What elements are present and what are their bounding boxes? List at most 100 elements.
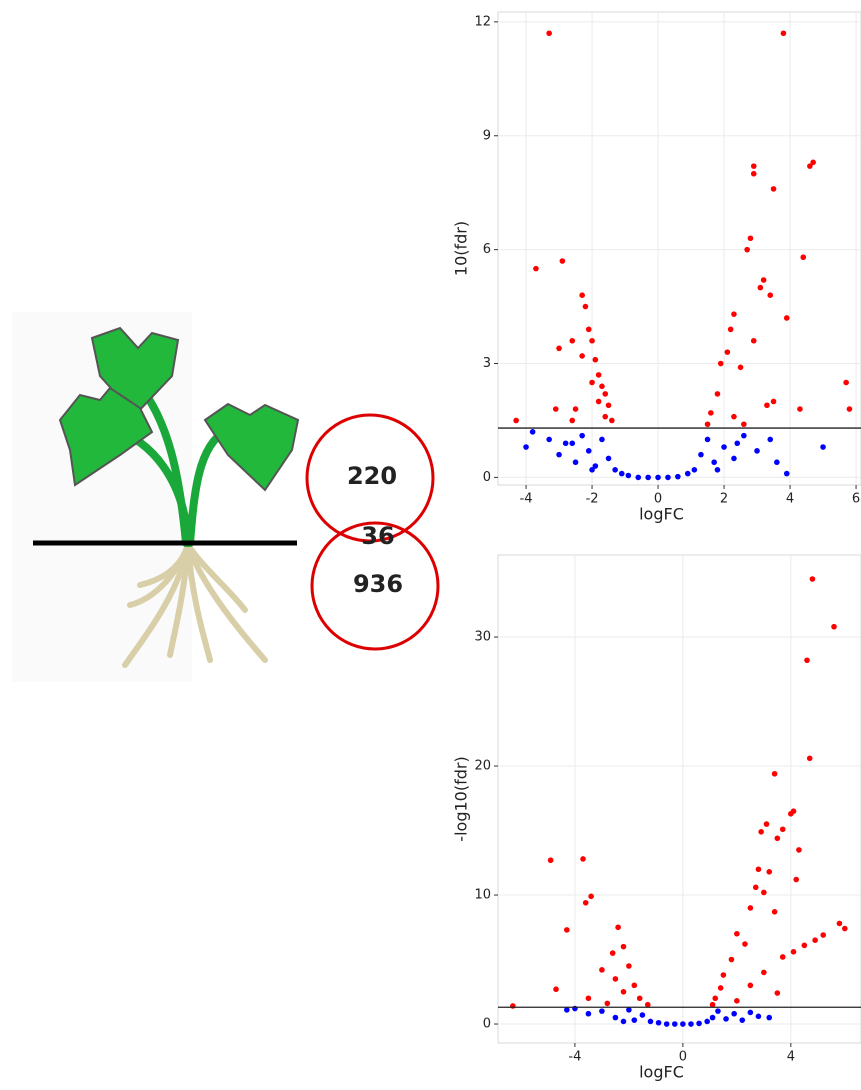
data-point [775, 835, 781, 841]
data-point [723, 1016, 729, 1022]
data-point [767, 437, 773, 443]
data-point [744, 247, 750, 253]
data-point [631, 983, 637, 989]
data-point [610, 950, 616, 956]
data-point [705, 421, 711, 427]
data-point [802, 943, 808, 949]
data-point [731, 1011, 737, 1017]
data-point [599, 437, 605, 443]
data-point [810, 576, 816, 582]
data-point [831, 624, 837, 630]
data-point [739, 1017, 745, 1023]
data-point [772, 909, 778, 915]
data-point [631, 1017, 637, 1023]
data-point [820, 932, 826, 938]
data-point [593, 357, 599, 363]
y-tick-label: 9 [483, 128, 491, 143]
y-tick-label: 3 [483, 356, 491, 371]
data-point [741, 433, 747, 439]
data-point [626, 473, 632, 479]
data-point [589, 338, 595, 344]
data-point [606, 402, 612, 408]
data-point [688, 1021, 694, 1027]
data-point [569, 338, 575, 344]
plot-panel [498, 12, 861, 485]
data-point [675, 474, 681, 480]
data-point [758, 829, 764, 835]
data-point [766, 1015, 772, 1021]
data-point [843, 380, 849, 386]
data-point [579, 353, 585, 359]
data-point [560, 258, 566, 264]
venn-count: 936 [353, 570, 403, 598]
data-point [704, 1019, 710, 1025]
data-point [586, 327, 592, 333]
data-point [664, 1021, 670, 1027]
data-point [613, 976, 619, 982]
data-point [774, 459, 780, 465]
data-point [761, 970, 767, 976]
data-point [718, 361, 724, 367]
data-point [715, 1008, 721, 1014]
data-point [672, 1021, 678, 1027]
plot-panel [498, 555, 861, 1043]
data-point [510, 1003, 516, 1009]
data-point [579, 433, 585, 439]
data-point [586, 448, 592, 454]
data-point [626, 963, 632, 969]
data-point [715, 391, 721, 397]
data-point [599, 384, 605, 390]
figure: 22036936036912-4-20246logFC10(fdr)010203… [0, 0, 861, 1090]
data-point [771, 399, 777, 405]
data-point [721, 972, 727, 978]
data-point [569, 418, 575, 424]
data-point [586, 1011, 592, 1017]
data-point [609, 418, 615, 424]
data-point [820, 444, 826, 450]
venn-count: 220 [347, 462, 397, 490]
data-point [680, 1021, 686, 1027]
data-point [748, 905, 754, 911]
data-point [621, 1019, 627, 1025]
data-point [775, 990, 781, 996]
leaf [205, 404, 298, 490]
data-point [606, 456, 612, 462]
data-point [556, 452, 562, 458]
data-point [596, 399, 602, 405]
y-tick-label: 20 [474, 759, 491, 774]
data-point [586, 995, 592, 1001]
data-point [589, 467, 595, 473]
y-tick-label: 10 [474, 888, 491, 903]
data-point [751, 163, 757, 169]
data-point [572, 1006, 578, 1012]
data-point [533, 266, 539, 272]
data-point [788, 811, 794, 817]
data-point [605, 1001, 611, 1007]
data-point [738, 365, 744, 371]
data-point [731, 414, 737, 420]
data-point [715, 467, 721, 473]
data-point [553, 986, 559, 992]
data-point [766, 869, 772, 875]
x-tick-label: -4 [568, 1050, 581, 1065]
data-point [589, 380, 595, 386]
x-tick-label: -2 [586, 492, 599, 507]
y-tick-label: 30 [474, 630, 491, 645]
x-tick-label: 4 [786, 492, 794, 507]
data-point [807, 756, 813, 762]
data-point [748, 235, 754, 241]
data-point [758, 285, 764, 291]
data-point [599, 967, 605, 973]
data-point [756, 1013, 762, 1019]
data-point [751, 171, 757, 177]
y-tick-label: 12 [474, 14, 491, 29]
data-point [546, 30, 552, 36]
data-point [725, 349, 731, 355]
x-axis-title: logFC [639, 1063, 684, 1082]
data-point [648, 1019, 654, 1025]
data-point [710, 1015, 716, 1021]
data-point [804, 657, 810, 663]
data-point [754, 448, 760, 454]
y-axis-title: -log10(fdr) [452, 756, 471, 841]
